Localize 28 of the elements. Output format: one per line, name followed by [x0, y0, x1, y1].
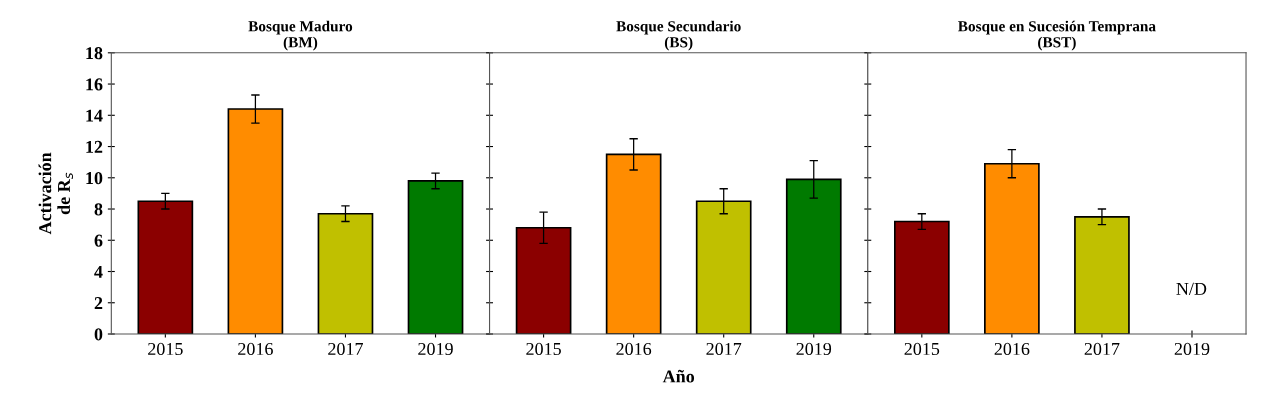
x-tick-label: 2019 — [418, 342, 453, 356]
chart-title: Bosque en Sucesión Temprana (BST) — [958, 20, 1156, 51]
y-tick-label: 6 — [94, 234, 103, 247]
y-tick-label: 10 — [86, 172, 103, 185]
y-tick-label: 8 — [94, 203, 103, 216]
x-tick-label: 2019 — [796, 342, 832, 356]
x-tick-label: 2015 — [148, 342, 183, 356]
x-axis-title: Año — [662, 369, 695, 383]
y-tick-label: 4 — [94, 265, 103, 278]
x-tick-label: 2017 — [706, 342, 742, 356]
x-tick-label: 2015 — [526, 342, 561, 356]
x-tick-label: 2019 — [1174, 342, 1210, 356]
y-tick-label: 12 — [86, 140, 103, 153]
y-axis-title: Activación de R$_{s}$ — [38, 152, 74, 235]
y-tick-label: 14 — [86, 109, 103, 122]
x-tick-label: 2017 — [1084, 342, 1120, 356]
x-tick-label: 2016 — [994, 342, 1030, 356]
y-tick-label: 16 — [86, 78, 103, 91]
x-tick-label: 2015 — [904, 342, 940, 356]
annotation: N/D — [1176, 282, 1207, 295]
x-tick-label: 2016 — [238, 342, 273, 356]
x-tick-label: 2017 — [328, 342, 363, 356]
chart-title: Bosque Secundario (BS) — [616, 20, 741, 51]
y-tick-label: 0 — [94, 328, 103, 341]
y-tick-label: 18 — [86, 47, 103, 60]
x-tick-label: 2016 — [616, 342, 652, 356]
chart-title: Bosque Maduro (BM) — [248, 20, 353, 51]
y-tick-label: 2 — [94, 297, 103, 310]
